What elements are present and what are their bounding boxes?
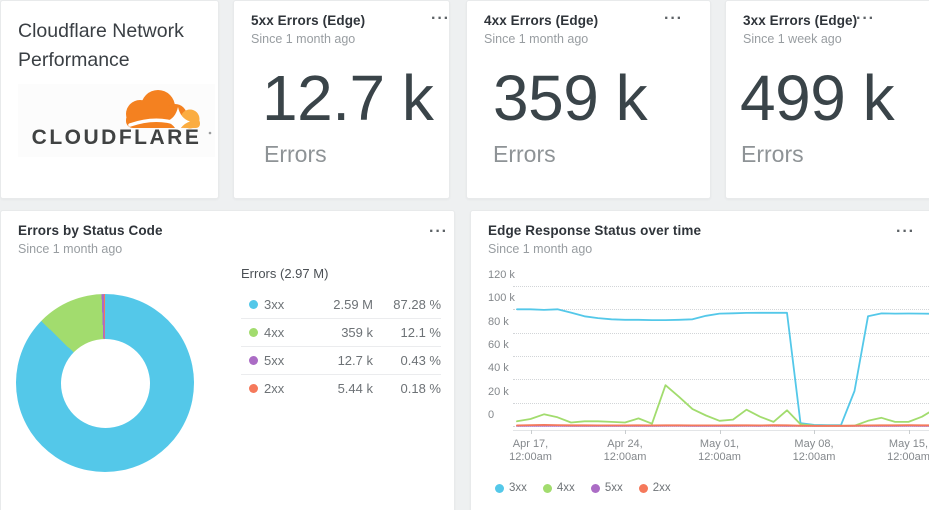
errors-by-status-code-card: Errors by Status Code Since 1 month ago …	[0, 210, 455, 510]
widget-timerange: Since 1 month ago	[18, 242, 123, 256]
overflow-menu-icon[interactable]: ···	[664, 10, 683, 27]
dashboard-title-line1: Cloudflare Network	[18, 20, 184, 42]
overflow-menu-icon[interactable]: ···	[856, 10, 875, 27]
cloudflare-logo: CLOUDFLARE	[18, 84, 215, 157]
line-chart-svg[interactable]	[513, 281, 929, 433]
series-color-dot	[249, 299, 258, 309]
chart-legend: 3xx 4xx 5xx 2xx	[495, 482, 687, 494]
table-row[interactable]: 3xx 2.59 M 87.28 %	[241, 290, 441, 318]
legend-color-dot	[542, 483, 552, 493]
chart-x-axis-line	[513, 430, 929, 431]
series-label: 3xx	[264, 296, 285, 312]
series-label: 2xx	[264, 381, 285, 396]
gridline-20k	[513, 402, 929, 404]
x-axis-tick-mark	[530, 430, 532, 434]
legend-label: 2xx	[652, 482, 671, 494]
series-value: 2.59 M	[333, 296, 373, 312]
dashboard-title-line2: Performance	[18, 48, 130, 71]
legend-color-dot	[638, 483, 648, 493]
kpi-unit-label: Errors	[493, 141, 556, 167]
legend-item-3xx[interactable]: 3xx	[495, 482, 527, 494]
overflow-menu-icon[interactable]: ···	[429, 223, 448, 240]
x-axis-tick-mark	[719, 430, 721, 434]
legend-label: 4xx	[556, 482, 575, 494]
legend-item-5xx[interactable]: 5xx	[590, 482, 623, 494]
errors-donut-chart[interactable]	[16, 294, 194, 472]
y-axis-tick-label: 80 k	[488, 315, 509, 328]
x-axis-tick-label: May 15, 12:00am	[887, 438, 929, 463]
x-axis-tick-mark	[814, 430, 815, 434]
x-axis-tick-label: May 08, 12:00am	[792, 438, 836, 463]
overflow-menu-icon[interactable]: ···	[896, 223, 915, 240]
kpi-timerange: Since 1 month ago	[484, 32, 589, 46]
series-percent: 0.43 %	[400, 353, 441, 368]
series-value: 359 k	[341, 325, 373, 340]
widget-timerange: Since 1 month ago	[488, 242, 593, 256]
dashboard-title-card: Cloudflare Network Performance CLOUDFLAR…	[0, 0, 219, 199]
y-axis-tick-label: 120 k	[488, 269, 515, 281]
series-line-2xx	[516, 423, 929, 427]
kpi-value: 499 k	[740, 62, 895, 134]
gridline-100k	[513, 309, 929, 311]
series-percent: 12.1 %	[400, 325, 441, 340]
dashboard-title: Cloudflare Network Performance	[18, 17, 184, 74]
kpi-value: 359 k	[493, 62, 648, 134]
kpi-unit-label: Errors	[741, 141, 804, 167]
series-percent: 0.18 %	[400, 381, 441, 396]
kpi-value: 12.7 k	[262, 62, 434, 134]
series-value: 5.44 k	[337, 381, 373, 396]
kpi-title: 3xx Errors (Edge)	[743, 13, 858, 28]
kpi-card-5xx-errors: 5xx Errors (Edge) Since 1 month ago ··· …	[233, 0, 450, 199]
gridline-120k	[513, 286, 929, 287]
series-label: 4xx	[264, 325, 285, 340]
gridline-80k	[513, 332, 929, 334]
series-percent: 87.28 %	[393, 296, 441, 312]
y-axis-tick-label: 60 k	[488, 339, 509, 351]
gridline-40k	[513, 379, 929, 381]
legend-item-4xx[interactable]: 4xx	[542, 482, 575, 494]
kpi-card-3xx-errors: 3xx Errors (Edge) Since 1 week ago ··· 4…	[725, 0, 929, 199]
legend-color-dot	[590, 483, 600, 493]
cloudflare-cloud-icon	[126, 90, 212, 135]
kpi-timerange: Since 1 month ago	[251, 32, 356, 46]
series-color-dot	[249, 356, 258, 365]
table-row[interactable]: 4xx 359 k 12.1 %	[241, 318, 441, 346]
y-axis-tick-label: 20 k	[488, 385, 509, 398]
donut-legend-table: Errors (2.97 M) 3xx 2.59 M 87.28 % 4xx 3…	[241, 266, 441, 402]
kpi-timerange: Since 1 week ago	[743, 32, 842, 46]
x-axis-tick-label: Apr 17, 12:00am	[509, 438, 552, 463]
widget-title: Errors by Status Code	[18, 223, 163, 238]
series-line-4xx	[516, 384, 929, 427]
legend-color-dot	[495, 483, 504, 493]
y-axis-tick-label: 40 k	[488, 362, 509, 375]
donut-legend-title: Errors (2.97 M)	[241, 266, 329, 281]
gridline-60k	[513, 356, 929, 357]
x-axis-tick-mark	[625, 430, 626, 434]
overflow-menu-icon[interactable]: ···	[431, 10, 450, 27]
table-row[interactable]: 2xx 5.44 k 0.18 %	[241, 374, 441, 402]
cloudflare-logo-text: CLOUDFLARE	[31, 126, 202, 149]
kpi-title: 5xx Errors (Edge)	[251, 13, 366, 28]
legend-item-2xx[interactable]: 2xx	[638, 482, 671, 494]
kpi-title: 4xx Errors (Edge)	[484, 13, 599, 28]
series-color-dot	[249, 384, 258, 393]
series-line-3xx	[516, 308, 929, 427]
series-label: 5xx	[264, 353, 285, 368]
widget-title: Edge Response Status over time	[488, 223, 702, 238]
y-axis-tick-label: 0	[488, 409, 495, 421]
table-row[interactable]: 5xx 12.7 k 0.43 %	[241, 346, 441, 374]
kpi-unit-label: Errors	[264, 141, 327, 167]
x-axis-tick-label: Apr 24, 12:00am	[603, 438, 647, 463]
series-color-dot	[249, 328, 258, 337]
edge-response-status-card: Edge Response Status over time Since 1 m…	[470, 210, 929, 510]
kpi-card-4xx-errors: 4xx Errors (Edge) Since 1 month ago ··· …	[466, 0, 711, 199]
y-axis-tick-label: 100 k	[488, 292, 515, 305]
x-axis-tick-label: May 01, 12:00am	[698, 438, 741, 463]
x-axis-tick-mark	[908, 430, 910, 434]
legend-label: 3xx	[509, 482, 527, 494]
series-value: 12.7 k	[337, 353, 373, 368]
legend-label: 5xx	[604, 482, 623, 494]
